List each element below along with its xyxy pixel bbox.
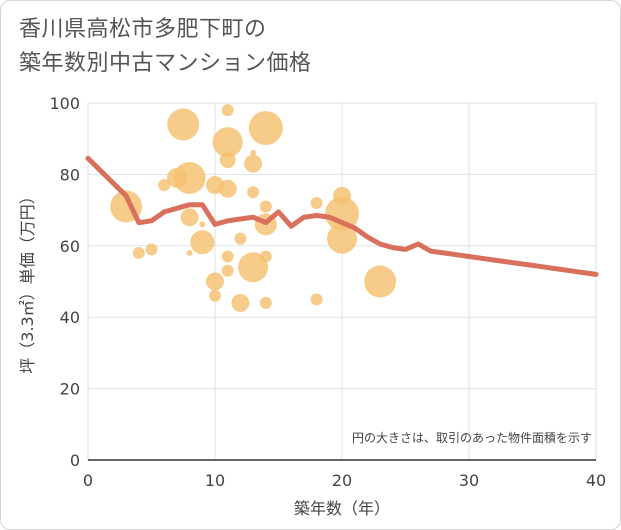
bubble-point: [327, 223, 357, 254]
bubble-point: [259, 200, 272, 213]
bubble-point: [221, 264, 234, 277]
bubble-point: [248, 110, 283, 145]
bubble-point: [250, 149, 257, 156]
bubble-point: [247, 186, 260, 199]
bubble-point: [259, 250, 272, 263]
bubble-point: [158, 179, 171, 192]
bubble-point: [219, 152, 236, 169]
bubble-point: [199, 221, 206, 228]
y-tick-label: 40: [60, 308, 80, 327]
bubble-point: [221, 250, 234, 263]
bubble-point: [206, 272, 224, 291]
bubble-point: [186, 249, 193, 256]
bubble-point: [212, 127, 243, 158]
bubble-point: [325, 196, 359, 231]
y-tick-label: 20: [60, 380, 80, 399]
bubble-point: [218, 179, 237, 198]
bubble-point: [310, 196, 323, 209]
x-tick-label: 0: [83, 471, 93, 490]
bubble-point: [173, 161, 206, 194]
bubble-point: [238, 252, 269, 283]
x-tick-label: 30: [459, 471, 479, 490]
bubble-point: [259, 296, 272, 309]
bubble-point: [234, 232, 247, 245]
y-axis-title: 坪（3.3㎡）単価（万円）: [18, 188, 37, 373]
y-tick-label: 0: [70, 451, 80, 470]
bubble-size-note: 円の大きさは、取引のあった物件面積を示す: [352, 430, 592, 445]
x-tick-label: 10: [205, 471, 225, 490]
bubble-point: [180, 208, 199, 227]
x-tick-label: 20: [332, 471, 352, 490]
bubble-point: [167, 108, 200, 141]
y-tick-labels: 0 20 40 60 80 100: [49, 94, 80, 470]
bubble-point: [244, 154, 263, 173]
y-tick-label: 80: [60, 165, 80, 184]
bubble-point: [190, 230, 215, 255]
x-axis-title: 築年数（年）: [294, 499, 390, 518]
chart-title-line-1: 香川県高松市多肥下町の: [19, 17, 267, 42]
y-tick-label: 60: [60, 237, 80, 256]
trend-line-series: [85, 155, 599, 277]
bubble-point: [209, 289, 221, 302]
bubble-point: [364, 265, 397, 298]
bubble-point: [310, 293, 323, 306]
average-price-line: [85, 155, 599, 277]
bubble-point: [221, 104, 234, 117]
chart-title-line-2: 築年数別中古マンション価格: [19, 51, 312, 76]
chart-title: 香川県高松市多肥下町の 築年数別中古マンション価格: [19, 13, 312, 81]
x-tick-label: 40: [586, 471, 606, 490]
bubble-point: [145, 243, 158, 256]
y-tick-label: 100: [49, 94, 80, 113]
x-tick-labels: 0 10 20 30 40: [83, 471, 606, 490]
bubble-point: [231, 293, 250, 312]
bubble-point: [132, 246, 145, 259]
